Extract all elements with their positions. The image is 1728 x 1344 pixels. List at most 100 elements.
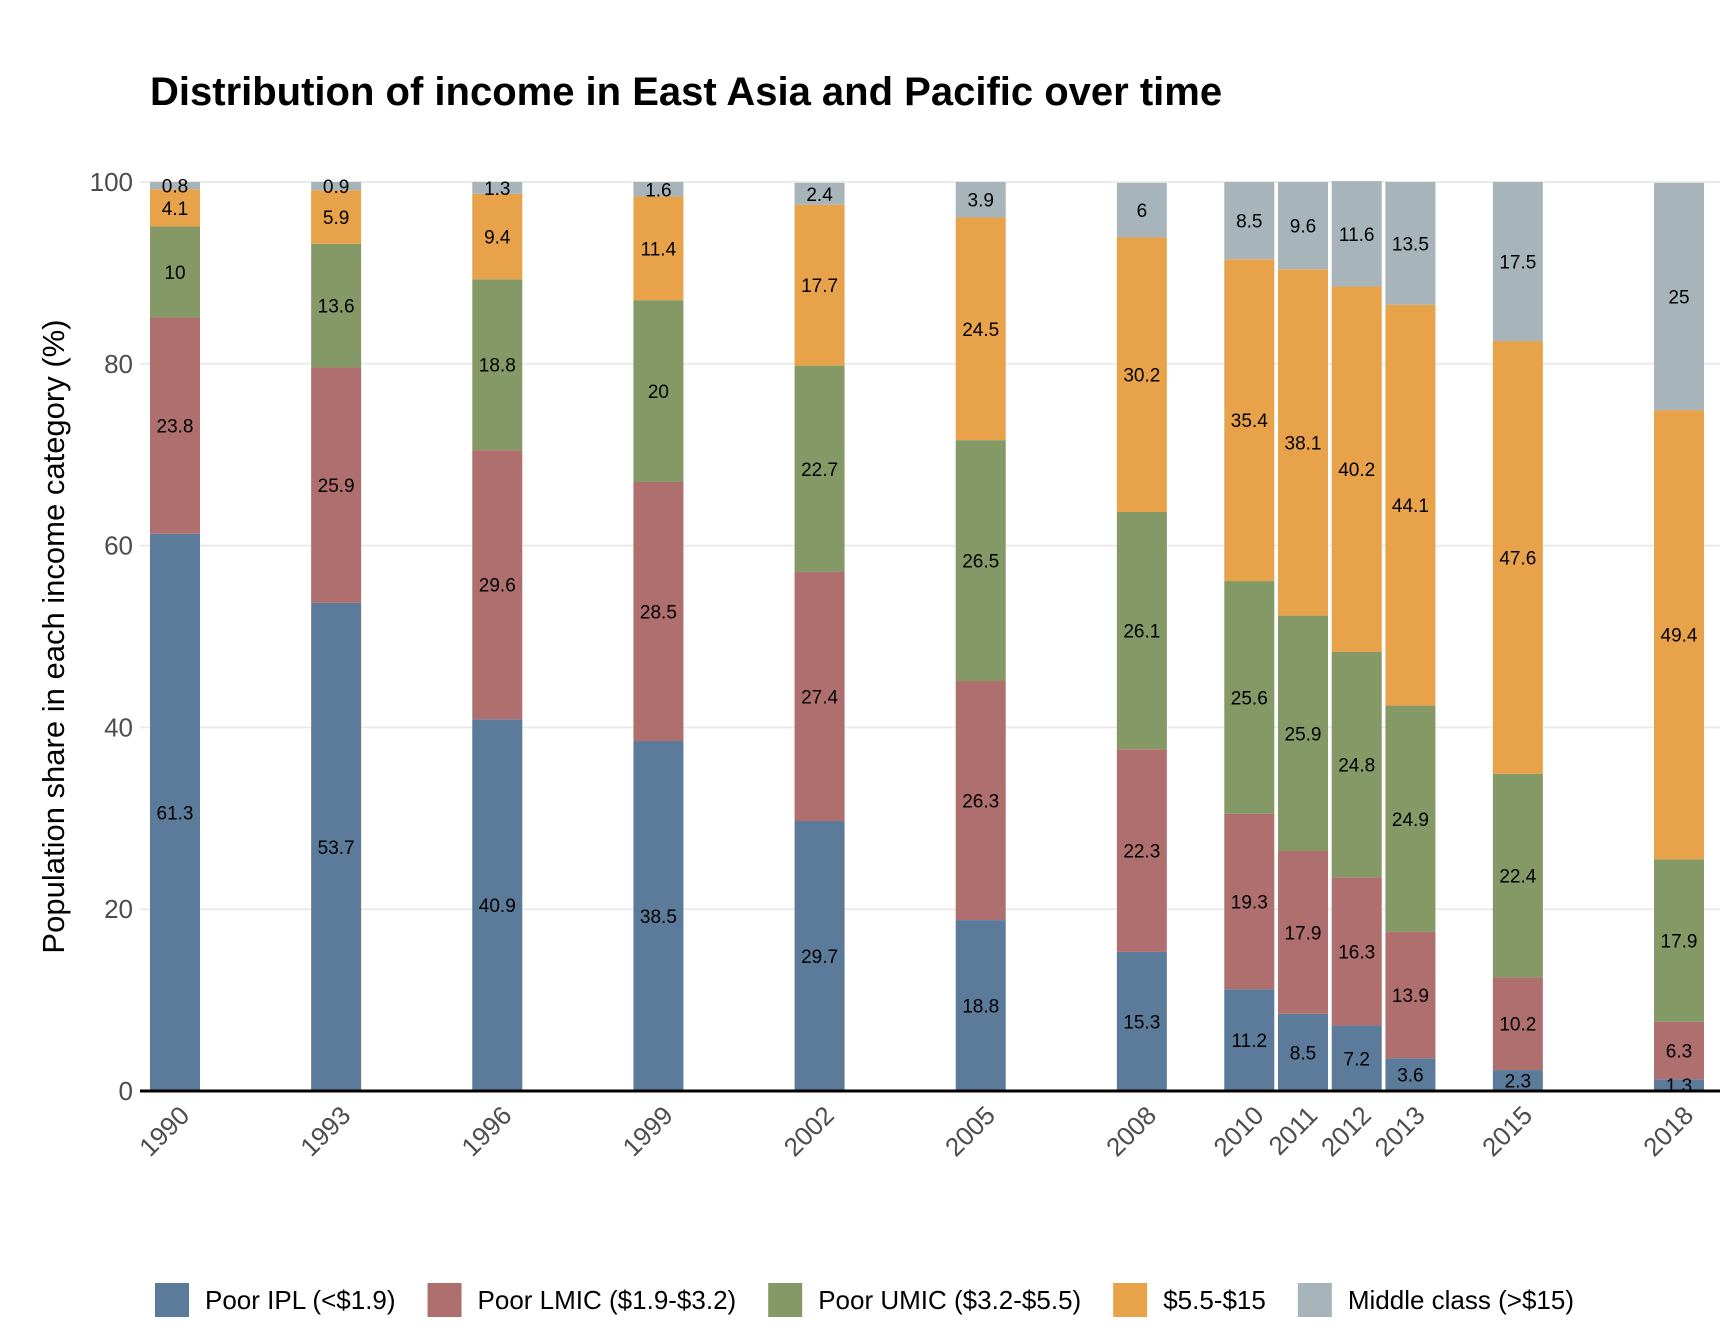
bar-segment [311,367,362,603]
bar-segment [955,217,1006,441]
data-label: 4.1 [162,199,188,220]
data-label: 20 [648,382,669,403]
data-label: 8.5 [1236,212,1262,233]
data-label: 38.5 [640,907,677,928]
x-tick-label: 1996 [455,1100,517,1162]
data-label: 18.8 [962,997,999,1018]
bar-segment [1654,1079,1704,1091]
bar-segment [955,440,1006,682]
legend-swatch [768,1283,803,1317]
y-axis-label: Population share in each income category… [36,319,71,953]
legend-swatch [427,1283,462,1317]
bar-segment [794,821,845,1091]
bar-segment [1278,1013,1328,1091]
data-label: 0.9 [323,177,349,198]
y-tick-label: 100 [90,167,133,197]
bar-segment [1224,259,1275,582]
legend-label: Middle class (>$15) [1348,1285,1574,1315]
bar-segment [472,279,523,451]
legend-item: Poor UMIC ($3.2-$5.5) [768,1283,1081,1317]
data-label: 13.6 [318,297,355,318]
data-label: 17.9 [1285,923,1322,944]
bar-segment [1492,773,1543,978]
data-label: 3.9 [968,191,994,212]
bar-segment [1385,1058,1436,1091]
bar-segment [1492,1070,1543,1091]
data-label: 29.7 [801,947,838,968]
y-tick-label: 40 [104,712,133,742]
bar-segment [633,300,684,482]
data-label: 13.9 [1392,986,1429,1007]
bar-segment [150,317,200,534]
data-label: 13.5 [1392,234,1429,255]
bar-segment [794,365,845,572]
bar-segment [1116,749,1167,952]
data-label: 1.6 [645,180,671,201]
bar-segment [311,182,362,191]
data-label: 10 [164,263,185,284]
bar-segment [955,681,1006,921]
data-label: 26.3 [962,792,999,813]
data-label: 18.8 [479,356,516,377]
data-label: 24.9 [1392,810,1429,831]
data-label: 15.3 [1123,1012,1160,1033]
bar-segment [311,602,362,1091]
grid-lines [140,181,1720,1092]
data-label: 17.7 [801,276,838,297]
bar-segment [1654,182,1704,411]
data-label: 22.4 [1499,867,1536,888]
bar-segment [794,182,845,205]
bar-segment [1224,581,1275,814]
legend-swatch [155,1283,189,1317]
bar-segment [472,182,523,194]
data-label: 8.5 [1290,1043,1316,1064]
bar-segment [472,193,523,280]
data-label: 25.9 [318,476,355,497]
data-label: 1.3 [484,179,510,200]
data-label: 22.7 [801,460,838,481]
bar-segment [955,182,1006,218]
bar-segment [633,182,684,197]
bar-segment [794,571,845,822]
x-tick-label: 2010 [1207,1100,1269,1162]
axes: 0 20 40 60 80 100 Population share in each inc… [36,167,1720,1162]
data-label: 53.7 [318,838,355,859]
data-label: 6.3 [1666,1042,1692,1063]
bar-segment [1385,304,1436,706]
data-label: 40.9 [479,896,516,917]
bar-segment [794,204,845,366]
bar-segment [1331,1025,1382,1091]
bar-segment [1224,182,1275,260]
legend-label: Poor IPL (<$1.9) [205,1285,396,1315]
chart-title: Distribution of income in East Asia and … [150,70,1223,114]
data-label: 30.2 [1123,366,1160,387]
bar-segment [1116,951,1167,1091]
data-label: 1.3 [1666,1076,1692,1097]
data-label: 47.6 [1499,548,1536,569]
bar-segment [633,481,684,742]
bar-segment [1224,989,1275,1091]
bar-segment [150,189,200,227]
legend-item: Poor IPL (<$1.9) [155,1283,396,1317]
data-label: 29.6 [479,576,516,597]
x-tick-label: 2008 [1100,1100,1162,1162]
legend-swatch [1113,1283,1148,1317]
data-labels: 61.323.8104.10.853.725.913.65.90.940.929… [157,177,1698,1097]
data-label: 10.2 [1499,1015,1536,1036]
legend-label: Poor UMIC ($3.2-$5.5) [818,1285,1081,1315]
data-label: 61.3 [157,803,194,824]
data-label: 7.2 [1344,1049,1370,1070]
x-tick-label: 2012 [1315,1100,1377,1162]
bar-segment [1492,182,1543,342]
bar-segment [1331,877,1382,1026]
bar-segment [1385,182,1436,305]
legend-swatch [1297,1283,1332,1317]
data-label: 0.8 [162,177,188,198]
bar-segment [1654,1021,1704,1080]
bar-segment [311,243,362,368]
data-label: 17.9 [1661,932,1698,953]
legend-label: $5.5-$15 [1163,1285,1266,1315]
data-label: 40.2 [1338,460,1375,481]
bar-segment [1116,511,1167,750]
data-label: 35.4 [1231,411,1268,432]
